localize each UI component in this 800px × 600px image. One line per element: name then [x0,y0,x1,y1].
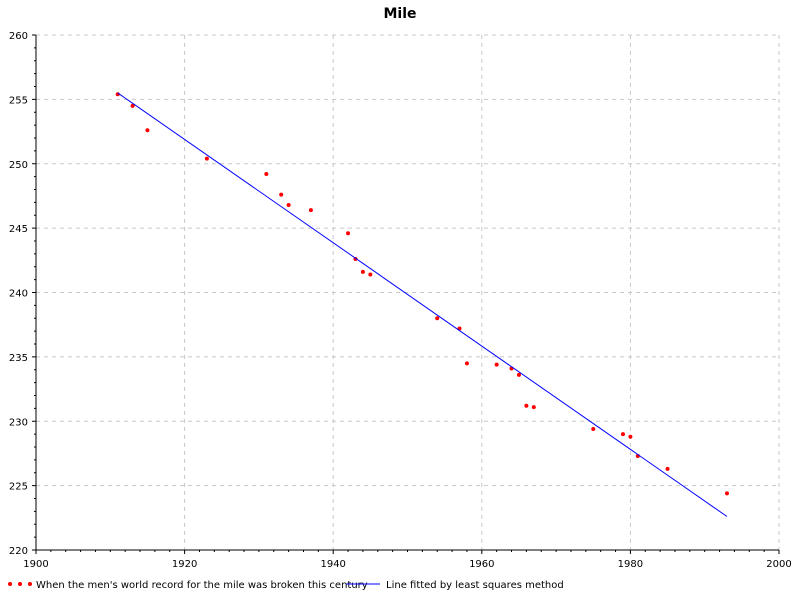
data-point [628,434,633,439]
data-point [524,403,529,408]
legend: When the men's world record for the mile… [8,580,564,591]
legend-entry-records: When the men's world record for the mile… [8,580,368,591]
legend-swatch-dot [28,582,32,586]
series-1 [117,92,728,517]
data-point [360,269,365,274]
data-point [724,491,729,496]
y-tick-label: 240 [9,289,28,300]
data-point [531,405,536,410]
data-point [145,128,150,133]
x-tick-label: 1920 [172,559,197,570]
legend-label: When the men's world record for the mile… [36,580,368,591]
data-point [279,192,284,197]
legend-swatch-dot [18,582,22,586]
data-point [591,426,596,431]
grid-layer [36,34,780,550]
x-tick-label: 1940 [320,559,345,570]
legend-entry-fit: Line fitted by least squares method [346,580,564,591]
series-0 [115,92,729,496]
x-tick-label: 1960 [469,559,494,570]
data-point [346,231,351,236]
y-tick-label: 220 [9,546,28,557]
y-tick-label: 260 [9,31,28,42]
data-point [204,156,209,161]
y-tick-label: 235 [9,353,28,364]
y-tick-label: 250 [9,160,28,171]
data-point [665,466,670,471]
y-tick-label: 255 [9,95,28,106]
ticks-layer: 1900 1920 1940 1960 1980 2000 220 225 230 235 240 2… [9,31,792,570]
chart-title: Mile [383,6,416,22]
data-point [130,103,135,108]
data-point [516,372,521,377]
data-point [368,272,373,277]
data-point [494,362,499,367]
x-tick-label: 2000 [766,559,791,570]
series-layer [115,92,729,517]
y-tick-label: 225 [9,482,28,493]
legend-label: Line fitted by least squares method [386,580,564,591]
data-point [464,361,469,366]
data-point [286,202,291,207]
fit-line [117,92,728,517]
data-point [308,208,313,213]
data-point [435,316,440,321]
y-tick-label: 230 [9,417,28,428]
x-tick-label: 1980 [618,559,643,570]
y-tick-label: 245 [9,224,28,235]
data-point [620,432,625,437]
data-point [264,172,269,177]
legend-swatch-dot [8,582,12,586]
x-tick-label: 1900 [23,559,48,570]
